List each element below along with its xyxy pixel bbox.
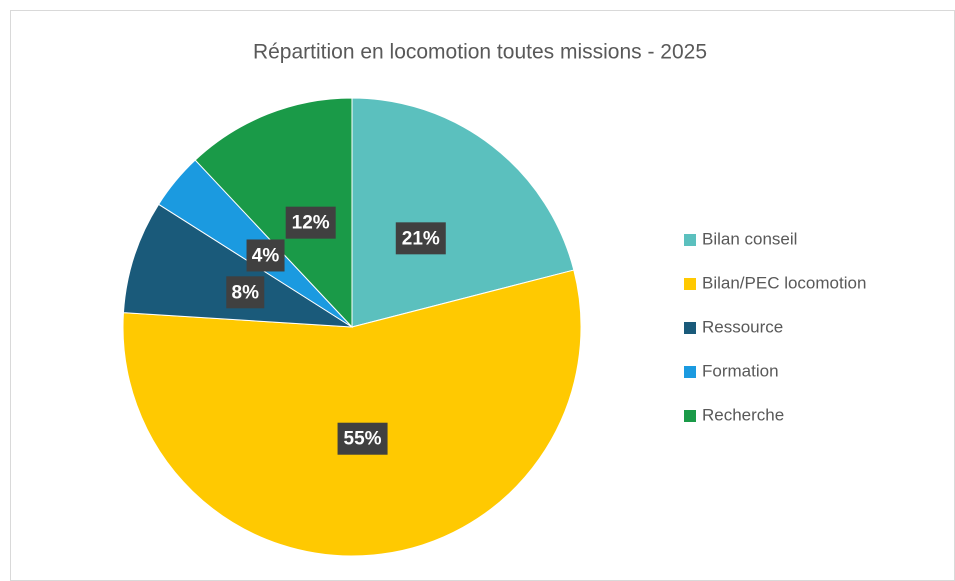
legend-label: Bilan/PEC locomotion [702, 273, 866, 292]
pie-slice [194, 97, 353, 329]
data-label: 21% [402, 228, 440, 249]
pie-slice [122, 269, 582, 557]
data-label-box [246, 239, 285, 272]
legend-swatch [684, 366, 696, 378]
legend-swatch [684, 322, 696, 334]
pie-slice [351, 97, 575, 328]
pie-slice [122, 203, 353, 328]
data-label: 12% [292, 213, 330, 234]
data-label: 4% [252, 245, 280, 266]
data-label: 8% [232, 282, 260, 303]
data-label: 55% [344, 429, 382, 450]
data-label-box [395, 222, 446, 255]
legend-swatch [684, 278, 696, 290]
chart-title: Répartition en locomotion toutes mission… [253, 41, 707, 64]
legend-label: Bilan conseil [702, 229, 797, 248]
legend-swatch [684, 410, 696, 422]
legend-label: Formation [702, 361, 779, 380]
legend-swatch [684, 234, 696, 246]
data-label-box [285, 206, 336, 239]
legend-label: Ressource [702, 317, 783, 336]
legend-label: Recherche [702, 405, 784, 424]
data-label-box [337, 422, 388, 455]
data-label-box [226, 276, 265, 309]
